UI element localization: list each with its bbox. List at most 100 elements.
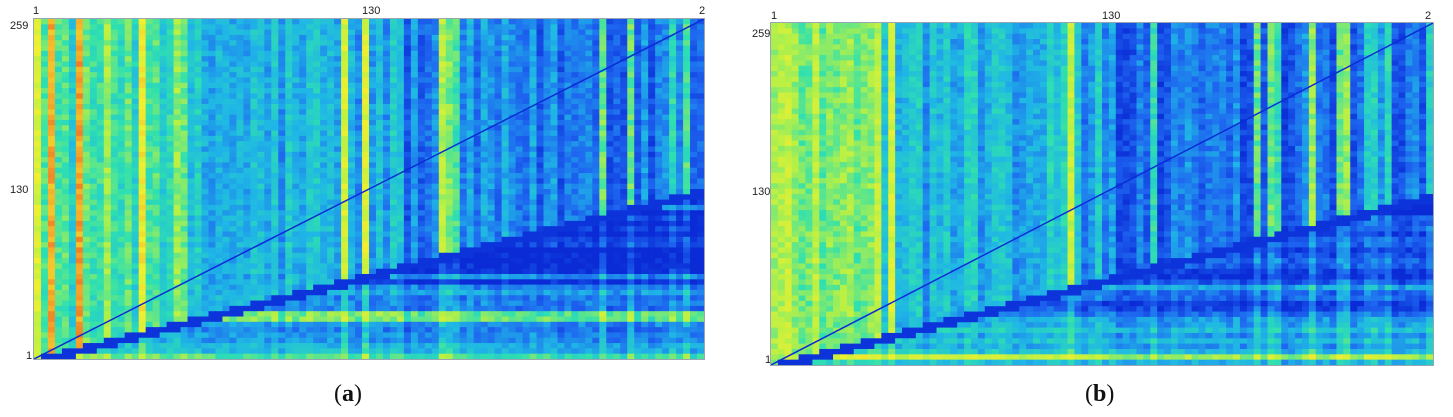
heatmap-cell	[403, 231, 412, 238]
heatmap-cell	[466, 242, 475, 249]
heatmap-cell	[536, 119, 545, 126]
heatmap-cell	[571, 268, 579, 275]
heatmap-cell	[459, 226, 468, 233]
heatmap-cell	[320, 61, 328, 68]
heatmap-cell	[438, 252, 447, 259]
heatmap-cell	[201, 66, 210, 73]
heatmap-cell	[683, 130, 691, 137]
heatmap-cell	[431, 173, 440, 179]
heatmap-cell	[47, 109, 56, 116]
heatmap-cell	[550, 258, 559, 264]
heatmap-cell	[236, 114, 244, 121]
heatmap-cell	[187, 93, 196, 100]
heatmap-cell	[697, 24, 704, 31]
heatmap-cell	[571, 215, 579, 222]
heatmap-cell	[243, 61, 251, 68]
heatmap-cell	[103, 141, 112, 148]
heatmap-cell	[222, 157, 231, 164]
heatmap-cell	[145, 236, 154, 243]
heatmap-cell	[306, 24, 314, 31]
heatmap-cell	[138, 226, 147, 233]
heatmap-cell	[341, 236, 349, 243]
heatmap-cell	[222, 199, 231, 206]
heatmap-cell	[40, 34, 49, 41]
heatmap-cell	[68, 61, 77, 68]
heatmap-cell	[683, 167, 691, 174]
heatmap-cell	[334, 104, 342, 110]
heatmap-cell	[648, 178, 656, 185]
heatmap-cell	[299, 56, 307, 63]
heatmap-cell	[480, 236, 489, 243]
heatmap-cell	[375, 247, 384, 254]
heatmap-cell	[243, 183, 251, 190]
heatmap-cell	[424, 279, 433, 286]
heatmap-cell	[250, 167, 258, 174]
heatmap-cell	[634, 88, 642, 94]
heatmap-cell	[529, 98, 538, 105]
heatmap-cell	[236, 98, 244, 105]
heatmap-cell	[103, 231, 112, 238]
heatmap-cell	[613, 72, 621, 79]
heatmap-cell	[431, 252, 440, 259]
heatmap-cell	[389, 183, 398, 190]
heatmap-cell	[613, 157, 621, 164]
heatmap-cell	[536, 263, 545, 270]
heatmap-cell	[648, 167, 656, 174]
heatmap-cell	[662, 189, 670, 195]
heatmap-cell	[634, 77, 642, 84]
heatmap-cell	[34, 210, 42, 217]
heatmap-cell	[194, 204, 203, 211]
heatmap-cell	[271, 279, 279, 286]
heatmap-cell	[348, 199, 356, 206]
heatmap-cell	[585, 146, 593, 153]
heatmap-cell	[599, 194, 607, 201]
heatmap-cell	[320, 98, 328, 105]
heatmap-cell	[61, 119, 70, 126]
heatmap-cell	[166, 135, 175, 142]
heatmap-cell	[564, 19, 572, 25]
heatmap-cell	[648, 204, 656, 211]
heatmap-cell	[592, 77, 600, 84]
heatmap-cell	[117, 252, 126, 259]
heatmap-cell	[54, 247, 63, 254]
heatmap-cell	[194, 61, 203, 68]
heatmap-cell	[362, 194, 370, 201]
heatmap-cell	[306, 104, 314, 110]
heatmap-cell	[285, 114, 293, 121]
heatmap-cell	[306, 34, 314, 41]
heatmap-cell	[75, 258, 84, 264]
heatmap-cell	[459, 56, 468, 63]
heatmap-cell	[473, 263, 482, 270]
heatmap-cell	[145, 29, 154, 36]
heatmap-cell	[173, 268, 182, 275]
heatmap-cell	[292, 284, 300, 291]
heatmap-cell	[341, 119, 349, 126]
heatmap-cell	[369, 220, 377, 227]
heatmap-cell	[669, 284, 677, 291]
heatmap-cell	[292, 274, 300, 280]
heatmap-cell	[466, 61, 475, 68]
heatmap-cell	[243, 242, 251, 249]
heatmap-cell	[606, 220, 614, 227]
heatmap-cell	[424, 151, 433, 158]
heatmap-cell	[641, 215, 649, 222]
heatmap-cell	[222, 226, 231, 233]
heatmap-cell	[34, 29, 42, 36]
heatmap-cell	[152, 130, 161, 137]
heatmap-cell	[585, 29, 593, 36]
heatmap-cell	[641, 34, 649, 41]
heatmap-cell	[676, 72, 684, 79]
heatmap-cell	[410, 141, 419, 148]
heatmap-cell	[634, 130, 642, 137]
heatmap-cell	[75, 210, 84, 217]
heatmap-cell	[96, 178, 105, 185]
heatmap-cell	[124, 263, 133, 270]
heatmap-cell	[536, 24, 545, 31]
heatmap-cell	[494, 109, 503, 116]
heatmap-cell	[690, 88, 698, 94]
heatmap-cell	[75, 61, 84, 68]
heatmap-cell	[166, 199, 175, 206]
heatmap-cell	[655, 247, 663, 254]
heatmap-cell	[613, 231, 621, 238]
heatmap-cell	[564, 50, 572, 57]
